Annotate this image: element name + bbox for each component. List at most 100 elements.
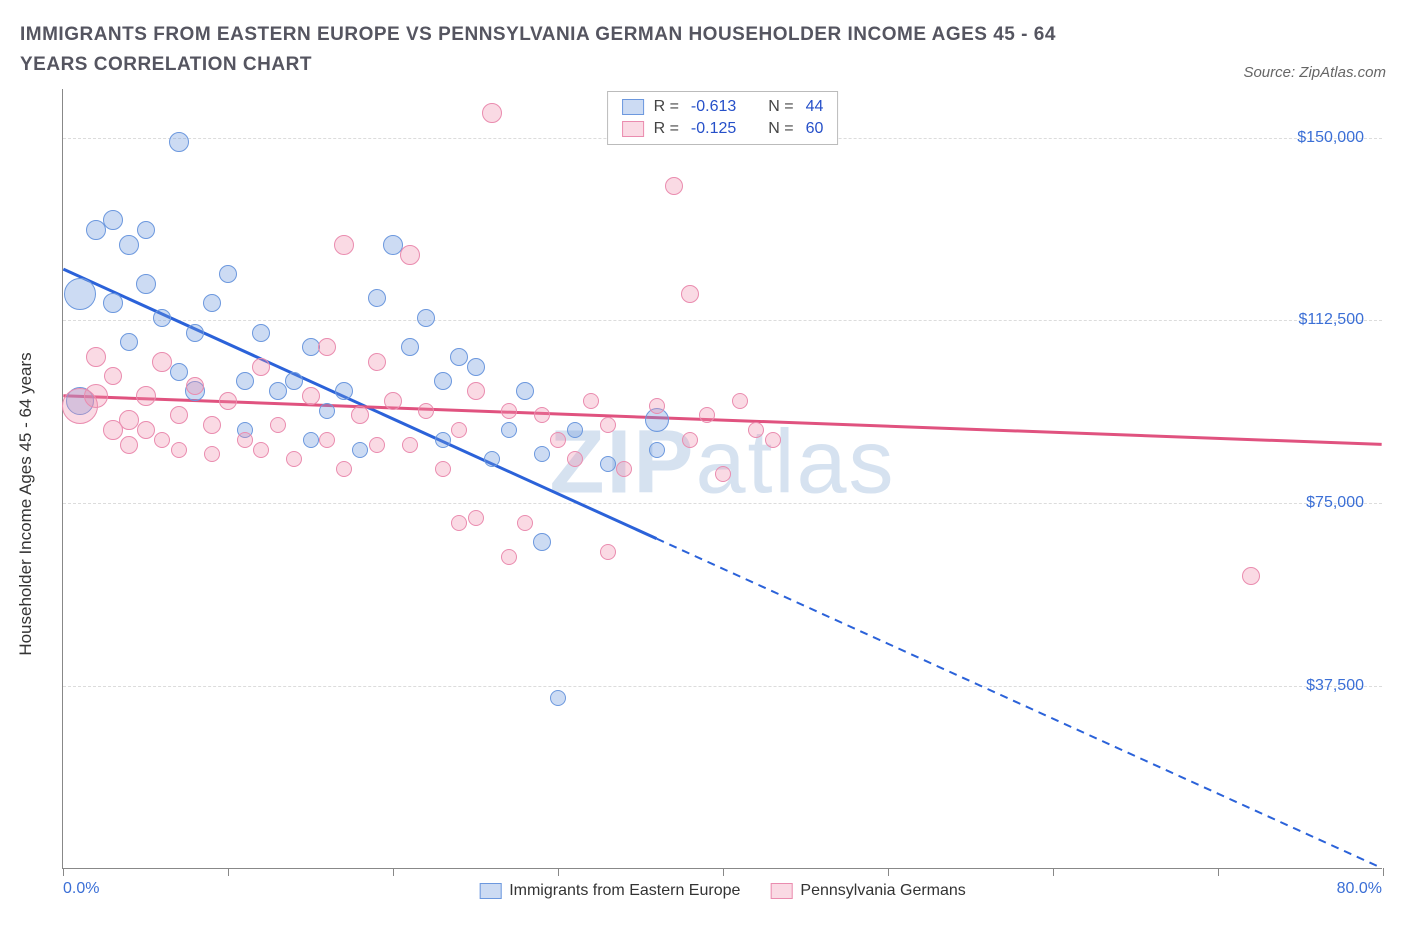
scatter-point — [732, 393, 748, 409]
source-label: Source: ZipAtlas.com — [1243, 64, 1386, 81]
x-tick — [228, 868, 229, 876]
scatter-point — [534, 407, 550, 423]
legend-n-label-0: N = — [768, 98, 793, 116]
x-tick — [1218, 868, 1219, 876]
scatter-point — [516, 382, 534, 400]
y-tick-label: $150,000 — [1297, 129, 1364, 147]
scatter-point — [501, 422, 517, 438]
scatter-point — [368, 353, 386, 371]
plot-area: ZIPatlas R = -0.613 N = 44 R = -0.125 N … — [62, 89, 1382, 869]
scatter-point — [319, 432, 335, 448]
scatter-point — [665, 177, 683, 195]
scatter-point — [435, 461, 451, 477]
header-row: IMMIGRANTS FROM EASTERN EUROPE VS PENNSY… — [20, 20, 1386, 81]
legend-swatch-1 — [622, 121, 644, 137]
scatter-point — [103, 293, 123, 313]
scatter-point — [715, 466, 731, 482]
scatter-point — [270, 417, 286, 433]
scatter-point — [369, 437, 385, 453]
bottom-legend-label-1: Pennsylvania Germans — [800, 882, 965, 900]
chart-title: IMMIGRANTS FROM EASTERN EUROPE VS PENNSY… — [20, 20, 1120, 81]
scatter-point — [467, 382, 485, 400]
scatter-point — [334, 235, 354, 255]
gridline-h — [63, 320, 1382, 321]
x-tick — [63, 868, 64, 876]
scatter-point — [435, 432, 451, 448]
legend-r-val-1: -0.125 — [691, 120, 736, 138]
scatter-point — [533, 533, 551, 551]
scatter-point — [451, 515, 467, 531]
scatter-point — [417, 309, 435, 327]
scatter-point — [699, 407, 715, 423]
legend-n-label-1: N = — [768, 120, 793, 138]
scatter-point — [285, 372, 303, 390]
watermark-light: atlas — [695, 412, 895, 512]
scatter-point — [219, 265, 237, 283]
legend-swatch-0 — [622, 99, 644, 115]
x-tick — [558, 868, 559, 876]
scatter-point — [368, 289, 386, 307]
bottom-legend-item-0: Immigrants from Eastern Europe — [479, 882, 740, 900]
x-tick — [393, 868, 394, 876]
x-tick — [1053, 868, 1054, 876]
scatter-point — [1242, 567, 1260, 585]
bottom-swatch-1 — [770, 883, 792, 899]
scatter-point — [253, 442, 269, 458]
bottom-swatch-0 — [479, 883, 501, 899]
chart-container: IMMIGRANTS FROM EASTERN EUROPE VS PENNSY… — [20, 20, 1386, 899]
scatter-point — [616, 461, 632, 477]
scatter-point — [171, 442, 187, 458]
scatter-point — [137, 421, 155, 439]
scatter-point — [186, 377, 204, 395]
scatter-point — [204, 446, 220, 462]
scatter-point — [84, 384, 108, 408]
scatter-point — [136, 386, 156, 406]
scatter-point — [269, 382, 287, 400]
scatter-point — [352, 442, 368, 458]
scatter-point — [318, 338, 336, 356]
scatter-point — [252, 324, 270, 342]
scatter-point — [219, 392, 237, 410]
scatter-point — [64, 278, 96, 310]
scatter-point — [154, 432, 170, 448]
bottom-legend: Immigrants from Eastern Europe Pennsylva… — [479, 882, 966, 900]
scatter-point — [286, 451, 302, 467]
scatter-point — [302, 338, 320, 356]
x-tick — [1383, 868, 1384, 876]
scatter-point — [203, 416, 221, 434]
scatter-point — [169, 132, 189, 152]
scatter-point — [303, 432, 319, 448]
scatter-point — [336, 461, 352, 477]
plot-wrap: Householder Income Ages 45 - 64 years ZI… — [20, 89, 1386, 899]
legend-n-val-1: 60 — [806, 120, 824, 138]
scatter-point — [86, 347, 106, 367]
scatter-point — [418, 403, 434, 419]
scatter-point — [402, 437, 418, 453]
scatter-point — [400, 245, 420, 265]
scatter-point — [681, 285, 699, 303]
scatter-point — [600, 544, 616, 560]
scatter-point — [319, 403, 335, 419]
scatter-point — [748, 422, 764, 438]
scatter-point — [186, 324, 204, 342]
y-tick-label: $37,500 — [1306, 677, 1364, 695]
y-tick-label: $112,500 — [1298, 311, 1364, 329]
scatter-point — [550, 432, 566, 448]
scatter-point — [252, 358, 270, 376]
bottom-legend-item-1: Pennsylvania Germans — [770, 882, 965, 900]
bottom-legend-label-0: Immigrants from Eastern Europe — [509, 882, 740, 900]
scatter-point — [517, 515, 533, 531]
scatter-point — [120, 333, 138, 351]
scatter-point — [152, 352, 172, 372]
scatter-point — [550, 690, 566, 706]
scatter-point — [501, 549, 517, 565]
scatter-point — [335, 382, 353, 400]
y-axis-label: Householder Income Ages 45 - 64 years — [16, 352, 36, 655]
scatter-point — [137, 221, 155, 239]
scatter-point — [534, 446, 550, 462]
scatter-point — [583, 393, 599, 409]
scatter-point — [451, 422, 467, 438]
scatter-point — [467, 358, 485, 376]
scatter-point — [236, 372, 254, 390]
scatter-point — [203, 294, 221, 312]
